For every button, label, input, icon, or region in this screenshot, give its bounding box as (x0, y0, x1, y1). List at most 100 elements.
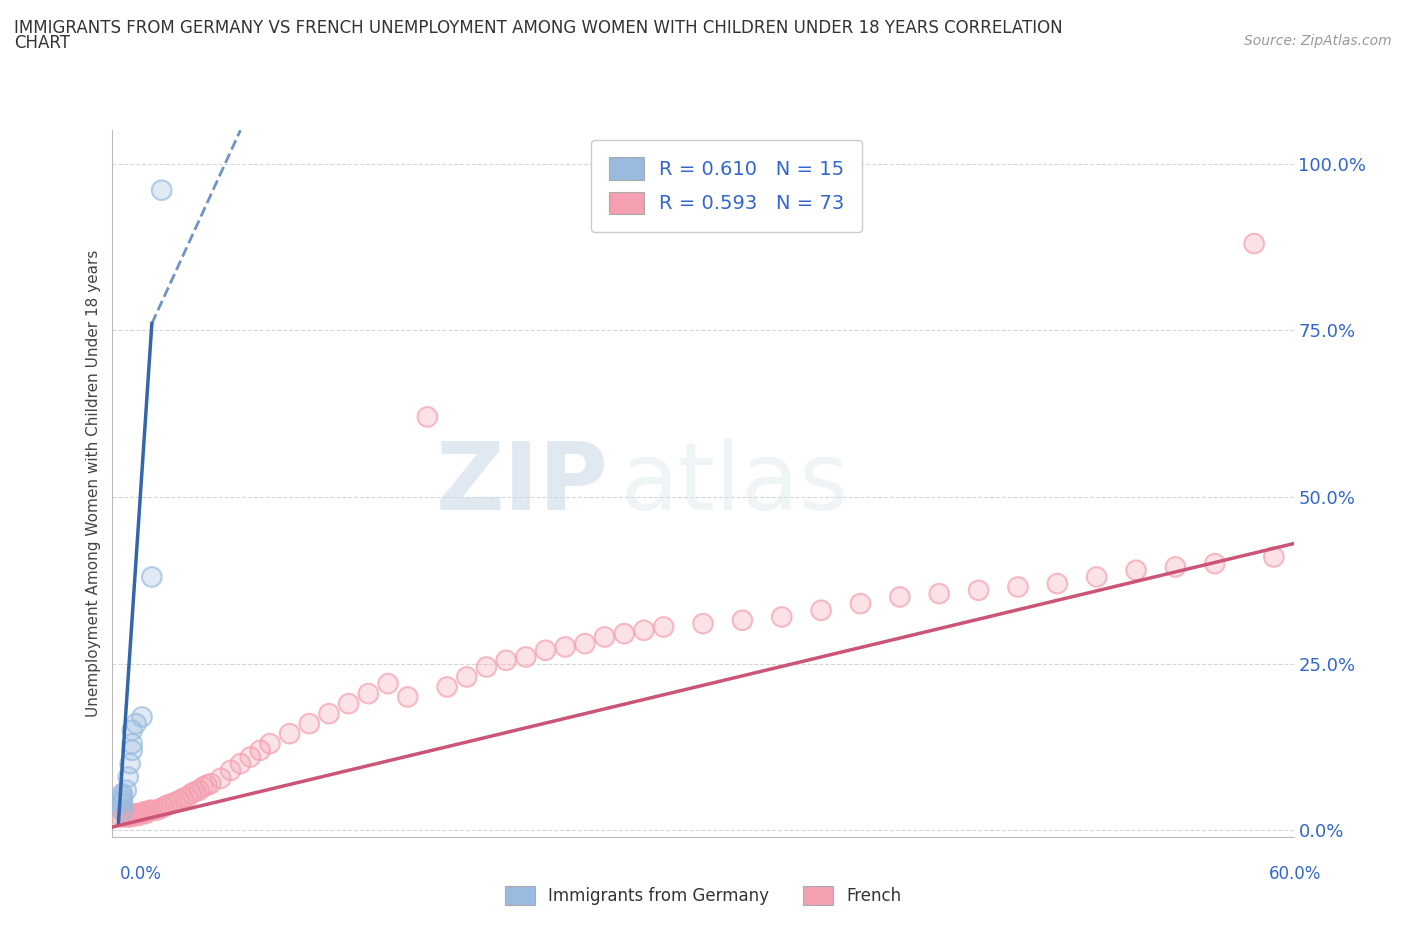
Point (593, 630, 616, 644)
Point (436, 680, 458, 695)
Point (165, 795, 187, 810)
Point (180, 786, 202, 801)
Point (337, 697, 360, 711)
Point (111, 809, 134, 824)
Point (111, 790, 134, 804)
Point (1007, 579, 1029, 594)
Point (574, 636, 596, 651)
Point (156, 798, 179, 813)
Point (318, 706, 340, 721)
Point (396, 689, 419, 704)
Point (593, 630, 616, 644)
Point (152, 800, 174, 815)
Point (149, 802, 172, 817)
Point (111, 803, 134, 817)
Point (172, 790, 194, 805)
Point (115, 783, 138, 798)
Point (111, 796, 134, 811)
Point (249, 743, 271, 758)
Point (1085, 569, 1108, 584)
Point (416, 409, 439, 424)
Point (495, 653, 517, 668)
Point (195, 777, 218, 792)
Point (112, 806, 135, 821)
Point (111, 809, 134, 824)
Point (337, 697, 360, 711)
Point (259, 737, 281, 751)
Point (120, 756, 142, 771)
Point (652, 619, 675, 634)
Point (131, 710, 153, 724)
Point (515, 649, 537, 664)
Point (184, 784, 207, 799)
Point (120, 756, 142, 771)
Point (122, 808, 145, 823)
Point (125, 806, 148, 821)
Point (554, 640, 576, 655)
Point (200, 777, 222, 791)
Point (1125, 563, 1147, 578)
Point (495, 653, 517, 668)
Point (377, 676, 399, 691)
Point (318, 706, 340, 721)
Point (121, 723, 143, 737)
Point (849, 596, 872, 611)
Point (135, 806, 157, 821)
Point (191, 779, 214, 794)
Point (131, 710, 153, 724)
Text: ZIP: ZIP (436, 438, 609, 529)
Text: 60.0%: 60.0% (1270, 865, 1322, 883)
Point (298, 716, 321, 731)
Text: 0.0%: 0.0% (120, 865, 162, 883)
Point (145, 803, 167, 817)
Text: Source: ZipAtlas.com: Source: ZipAtlas.com (1244, 34, 1392, 48)
Point (121, 806, 143, 821)
Point (1243, 236, 1265, 251)
Point (475, 659, 498, 674)
Point (141, 803, 163, 817)
Point (1263, 550, 1285, 565)
Point (1007, 579, 1029, 594)
Point (396, 689, 419, 704)
Point (125, 806, 148, 821)
Point (145, 803, 167, 817)
Point (239, 750, 262, 764)
Point (115, 809, 138, 824)
Point (195, 777, 218, 792)
Point (436, 680, 458, 695)
Point (928, 586, 950, 601)
Point (889, 590, 911, 604)
Point (139, 803, 162, 817)
Point (180, 786, 202, 801)
Point (125, 716, 148, 731)
Point (127, 808, 149, 823)
Point (169, 793, 191, 808)
Point (111, 793, 134, 808)
Point (117, 806, 139, 821)
Point (1263, 550, 1285, 565)
Point (692, 617, 714, 631)
Point (127, 808, 149, 823)
Point (1204, 556, 1226, 571)
Point (184, 784, 207, 799)
Point (191, 779, 214, 794)
Point (475, 659, 498, 674)
Point (1085, 569, 1108, 584)
Point (633, 623, 655, 638)
Point (165, 795, 187, 810)
Point (229, 756, 252, 771)
Point (259, 737, 281, 751)
Point (357, 686, 380, 701)
Point (1125, 563, 1147, 578)
Point (111, 803, 134, 817)
Point (967, 583, 990, 598)
Point (135, 806, 157, 821)
Point (120, 809, 142, 824)
Point (136, 804, 159, 819)
Point (209, 771, 232, 786)
Y-axis label: Unemployment Among Women with Children Under 18 years: Unemployment Among Women with Children U… (86, 250, 101, 717)
Point (200, 777, 222, 791)
Point (188, 783, 211, 798)
Point (169, 793, 191, 808)
Point (652, 619, 675, 634)
